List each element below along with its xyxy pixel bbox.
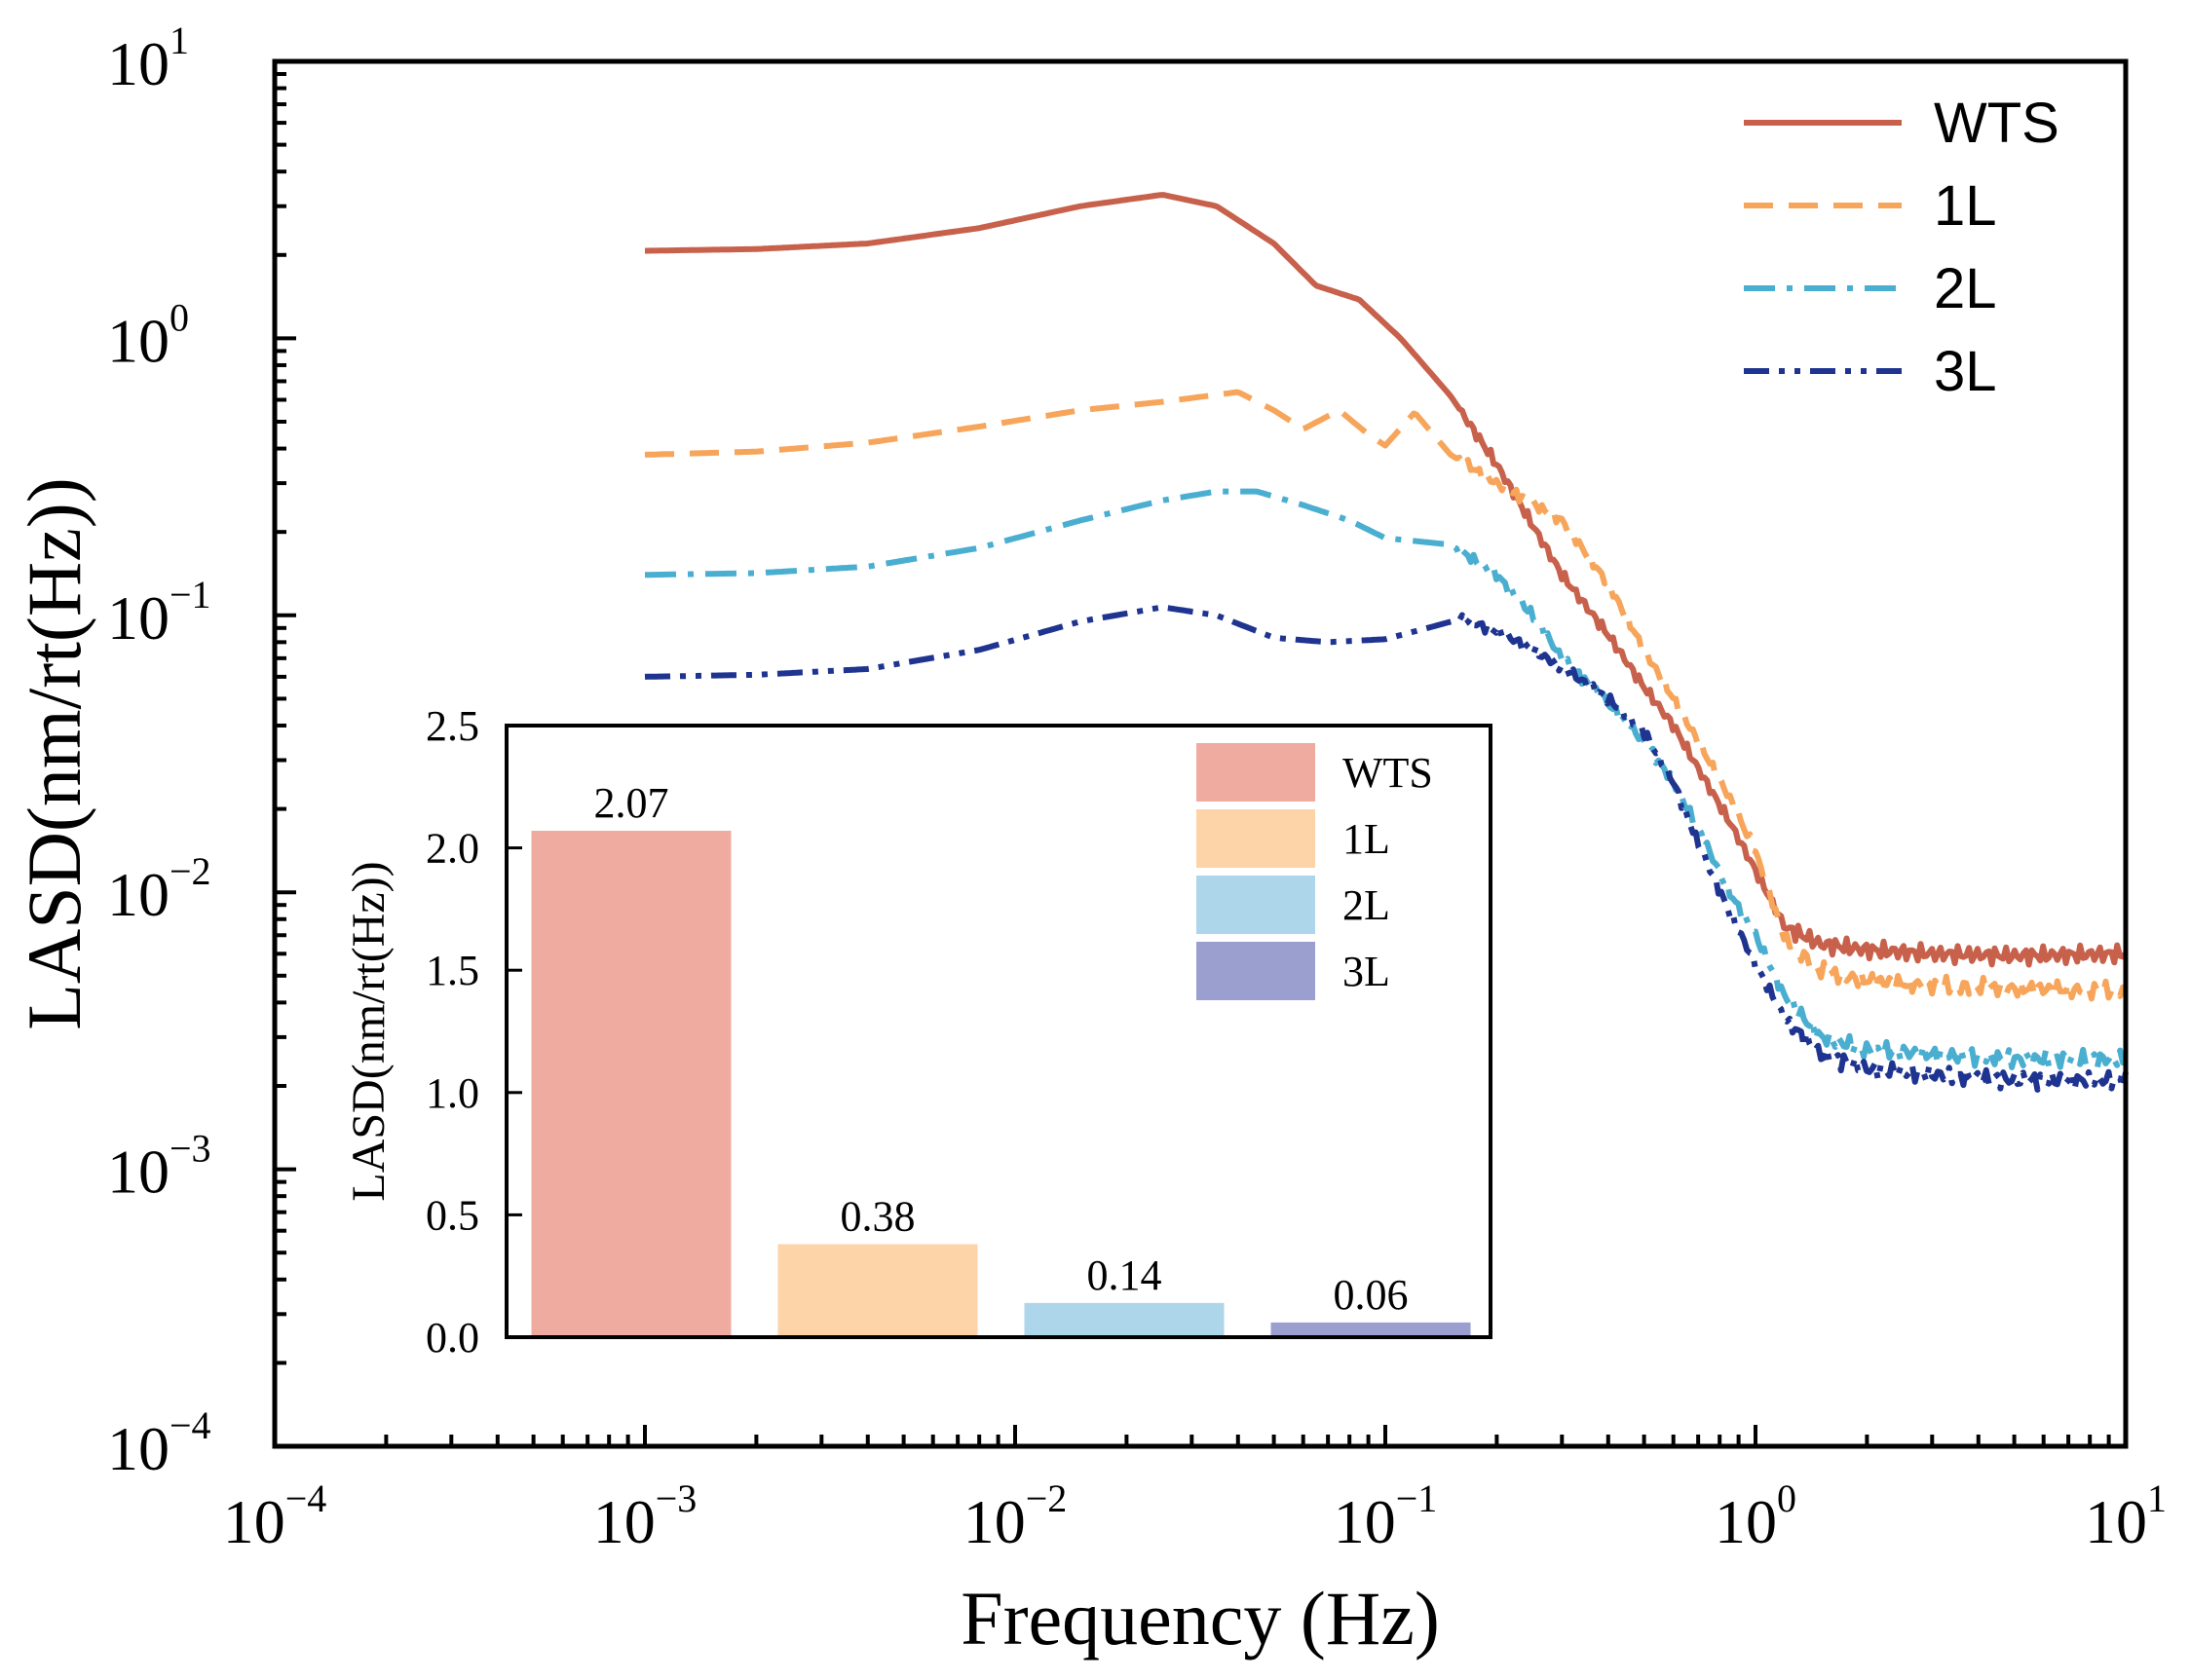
- inset-legend-label-1l: 1L: [1342, 815, 1390, 863]
- bar-value-label-wts: 2.07: [594, 779, 669, 827]
- inset-legend-swatch-3l: [1196, 942, 1315, 1000]
- main-plot-frame: [272, 58, 2129, 1449]
- bar-wts: [531, 831, 732, 1337]
- y-tick-label: 10−4: [107, 1403, 211, 1483]
- bar-value-label-1l: 0.38: [841, 1193, 916, 1241]
- inset-y-axis-label: LASD(nm/rt(Hz)): [343, 861, 395, 1201]
- inset-legend-swatch-1l: [1196, 809, 1315, 868]
- inset-legend-label-wts: WTS: [1342, 749, 1433, 797]
- series-line-2l: [644, 488, 2128, 1071]
- inset-ticks-group: 0.0 0.5 1.0 1.5 2.0 2.5: [426, 702, 522, 1362]
- legend-label-2l: 2L: [1934, 257, 1997, 320]
- inset-y-tick-label: 0.0: [426, 1314, 479, 1362]
- inset-chart: 2.07 0.38 0.14 0.06 0.0 0.5 1.0 1.5 2.0 2.5 LASD…: [343, 702, 1492, 1362]
- bar-value-label-3l: 0.06: [1334, 1271, 1409, 1319]
- inset-legend: WTS 1L 2L 3L: [1196, 743, 1433, 1000]
- main-series-group: [644, 192, 2129, 1093]
- x-tick-label: 101: [2085, 1476, 2167, 1556]
- series-line-wts: [644, 192, 2129, 968]
- x-tick-label: 10−1: [1334, 1476, 1438, 1556]
- bar-3l: [1270, 1322, 1471, 1337]
- bar-1l: [777, 1244, 978, 1337]
- inset-legend-label-2l: 2L: [1342, 881, 1390, 929]
- legend-label-3l: 3L: [1934, 340, 1997, 403]
- inset-plot-frame: [505, 724, 1492, 1339]
- main-y-axis-label: LASD(nm/rt(Hz)): [12, 477, 96, 1030]
- main-legend: WTS 1L 2L 3L: [1744, 92, 2059, 403]
- bar-2l: [1024, 1302, 1225, 1337]
- inset-y-tick-label: 1.5: [426, 947, 479, 994]
- inset-y-tick-label: 2.5: [426, 702, 479, 750]
- inset-y-tick-label: 0.5: [426, 1191, 479, 1239]
- series-line-3l: [644, 604, 2129, 1093]
- inset-y-tick-label: 2.0: [426, 825, 479, 873]
- series-line-1l: [644, 389, 2127, 1002]
- inset-y-tick-label: 1.0: [426, 1069, 479, 1117]
- legend-label-wts: WTS: [1934, 92, 2059, 155]
- inset-legend-swatch-wts: [1196, 743, 1315, 802]
- inset-legend-swatch-2l: [1196, 876, 1315, 934]
- inset-bars-group: 2.07 0.38 0.14 0.06: [531, 779, 1471, 1337]
- inset-legend-label-3l: 3L: [1342, 948, 1390, 995]
- legend-label-1l: 1L: [1934, 174, 1997, 238]
- main-chart: 10−4 10−3 10−2 10−1 100 10110−410−310−210−110…: [12, 19, 2167, 1661]
- main-x-axis-label: Frequency (Hz): [961, 1576, 1440, 1661]
- bar-value-label-2l: 0.14: [1087, 1251, 1162, 1299]
